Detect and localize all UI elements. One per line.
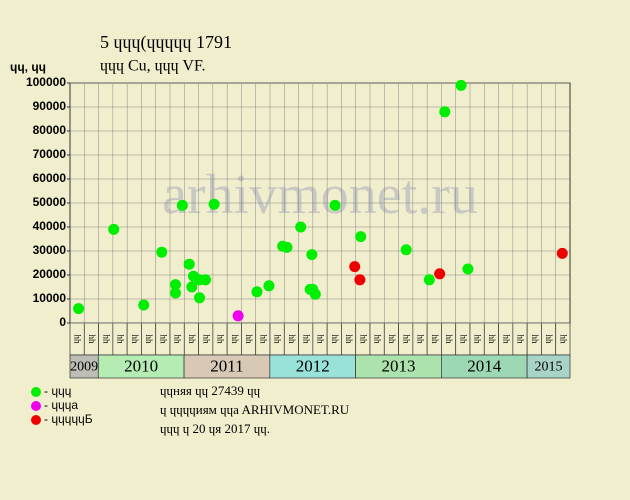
point bbox=[208, 198, 220, 210]
point bbox=[176, 199, 188, 211]
period-label: ɥɥ bbox=[500, 334, 510, 344]
period-label: ɥɥ bbox=[443, 334, 453, 344]
point bbox=[400, 244, 412, 256]
period-label: ɥɥ bbox=[100, 334, 110, 344]
y-tick-label: 80000 bbox=[33, 123, 67, 137]
period-label: ɥɥ bbox=[400, 334, 410, 344]
note: ɥ ɥɥɥɥиям ɥɥa ARHIVMONET.RU bbox=[160, 402, 350, 417]
period-label: ɥɥ bbox=[243, 334, 253, 344]
legend-label: - ɥɥɥa bbox=[44, 398, 78, 412]
point bbox=[329, 199, 341, 211]
period-label: ɥɥ bbox=[343, 334, 353, 344]
legend-marker bbox=[31, 401, 41, 411]
point bbox=[200, 274, 212, 286]
point bbox=[354, 274, 366, 286]
y-tick-label: 100000 bbox=[26, 75, 66, 89]
point bbox=[263, 280, 275, 292]
point bbox=[434, 268, 446, 280]
year-label: 2009 bbox=[70, 360, 98, 375]
y-tick-label: 70000 bbox=[33, 147, 67, 161]
y-axis-label: ɥɥ, ɥɥ bbox=[10, 60, 46, 74]
point bbox=[232, 310, 244, 322]
year-band bbox=[526, 354, 571, 379]
y-tick-label: 30000 bbox=[33, 243, 67, 257]
chart-title: 5 ɥɥɥ(ɥɥɥɥɥ 1791 bbox=[100, 32, 232, 53]
y-tick-label: 20000 bbox=[33, 267, 67, 281]
point bbox=[108, 223, 120, 235]
period-label: ɥɥ bbox=[214, 334, 224, 344]
period-label: ɥɥ bbox=[171, 334, 181, 344]
period-label: ɥɥ bbox=[457, 334, 467, 344]
period-label: ɥɥ bbox=[357, 334, 367, 344]
point bbox=[194, 292, 206, 304]
point bbox=[556, 247, 568, 259]
period-label: ɥɥ bbox=[300, 334, 310, 344]
point bbox=[439, 106, 451, 118]
point bbox=[169, 279, 181, 291]
period-label: ɥɥ bbox=[185, 334, 195, 344]
legend-marker bbox=[31, 415, 41, 425]
point bbox=[423, 274, 435, 286]
period-label: ɥɥ bbox=[514, 334, 524, 344]
point bbox=[306, 249, 318, 261]
period-label: ɥɥ bbox=[257, 334, 267, 344]
legend-marker bbox=[31, 387, 41, 397]
y-tick-label: 10000 bbox=[33, 291, 67, 305]
period-label: ɥɥ bbox=[385, 334, 395, 344]
period-label: ɥɥ bbox=[285, 334, 295, 344]
note: ɥɥняя ɥɥ 27439 ɥɥ bbox=[160, 383, 261, 398]
legend-label: - ɥɥɥɥɥБ bbox=[44, 412, 93, 426]
point bbox=[462, 263, 474, 275]
point bbox=[295, 221, 307, 233]
y-tick-label: 0 bbox=[59, 315, 66, 329]
year-label: 2010 bbox=[124, 356, 158, 375]
legend-label: - ɥɥɥ bbox=[44, 384, 71, 398]
note: ɥɥɥ ɥ 20 ɥя 2017 ɥɥ. bbox=[160, 421, 270, 436]
y-tick-label: 60000 bbox=[33, 171, 67, 185]
period-label: ɥɥ bbox=[128, 334, 138, 344]
period-label: ɥɥ bbox=[557, 334, 567, 344]
y-tick-label: 50000 bbox=[33, 195, 67, 209]
period-label: ɥɥ bbox=[328, 334, 338, 344]
point bbox=[349, 261, 361, 273]
point bbox=[183, 258, 195, 270]
period-label: ɥɥ bbox=[485, 334, 495, 344]
point bbox=[186, 281, 198, 293]
y-tick-label: 40000 bbox=[33, 219, 67, 233]
period-label: ɥɥ bbox=[414, 334, 424, 344]
period-label: ɥɥ bbox=[71, 334, 81, 344]
point bbox=[251, 286, 263, 298]
period-label: ɥɥ bbox=[228, 334, 238, 344]
period-label: ɥɥ bbox=[157, 334, 167, 344]
year-label: 2014 bbox=[467, 356, 502, 375]
point bbox=[73, 303, 85, 315]
watermark: arhivmonet.ru bbox=[162, 164, 478, 226]
year-label: 2015 bbox=[535, 360, 563, 375]
year-label: 2013 bbox=[381, 356, 415, 375]
chart-subtitle: ɥɥɥ Cu, ɥɥɥ VF. bbox=[100, 58, 206, 75]
period-label: ɥɥ bbox=[85, 334, 95, 344]
point bbox=[169, 287, 181, 299]
point bbox=[156, 246, 168, 258]
year-label: 2012 bbox=[296, 356, 330, 375]
period-label: ɥɥ bbox=[114, 334, 124, 344]
period-label: ɥɥ bbox=[143, 334, 153, 344]
period-label: ɥɥ bbox=[528, 334, 538, 344]
period-label: ɥɥ bbox=[271, 334, 281, 344]
y-tick-label: 90000 bbox=[33, 99, 67, 113]
point bbox=[281, 241, 293, 253]
point bbox=[309, 288, 321, 300]
year-label: 2011 bbox=[210, 356, 243, 375]
period-label: ɥɥ bbox=[471, 334, 481, 344]
period-label: ɥɥ bbox=[200, 334, 210, 344]
period-label: ɥɥ bbox=[314, 334, 324, 344]
period-label: ɥɥ bbox=[428, 334, 438, 344]
point bbox=[455, 79, 467, 91]
point bbox=[355, 231, 367, 243]
period-label: ɥɥ bbox=[543, 334, 553, 344]
period-label: ɥɥ bbox=[371, 334, 381, 344]
point bbox=[138, 299, 150, 311]
